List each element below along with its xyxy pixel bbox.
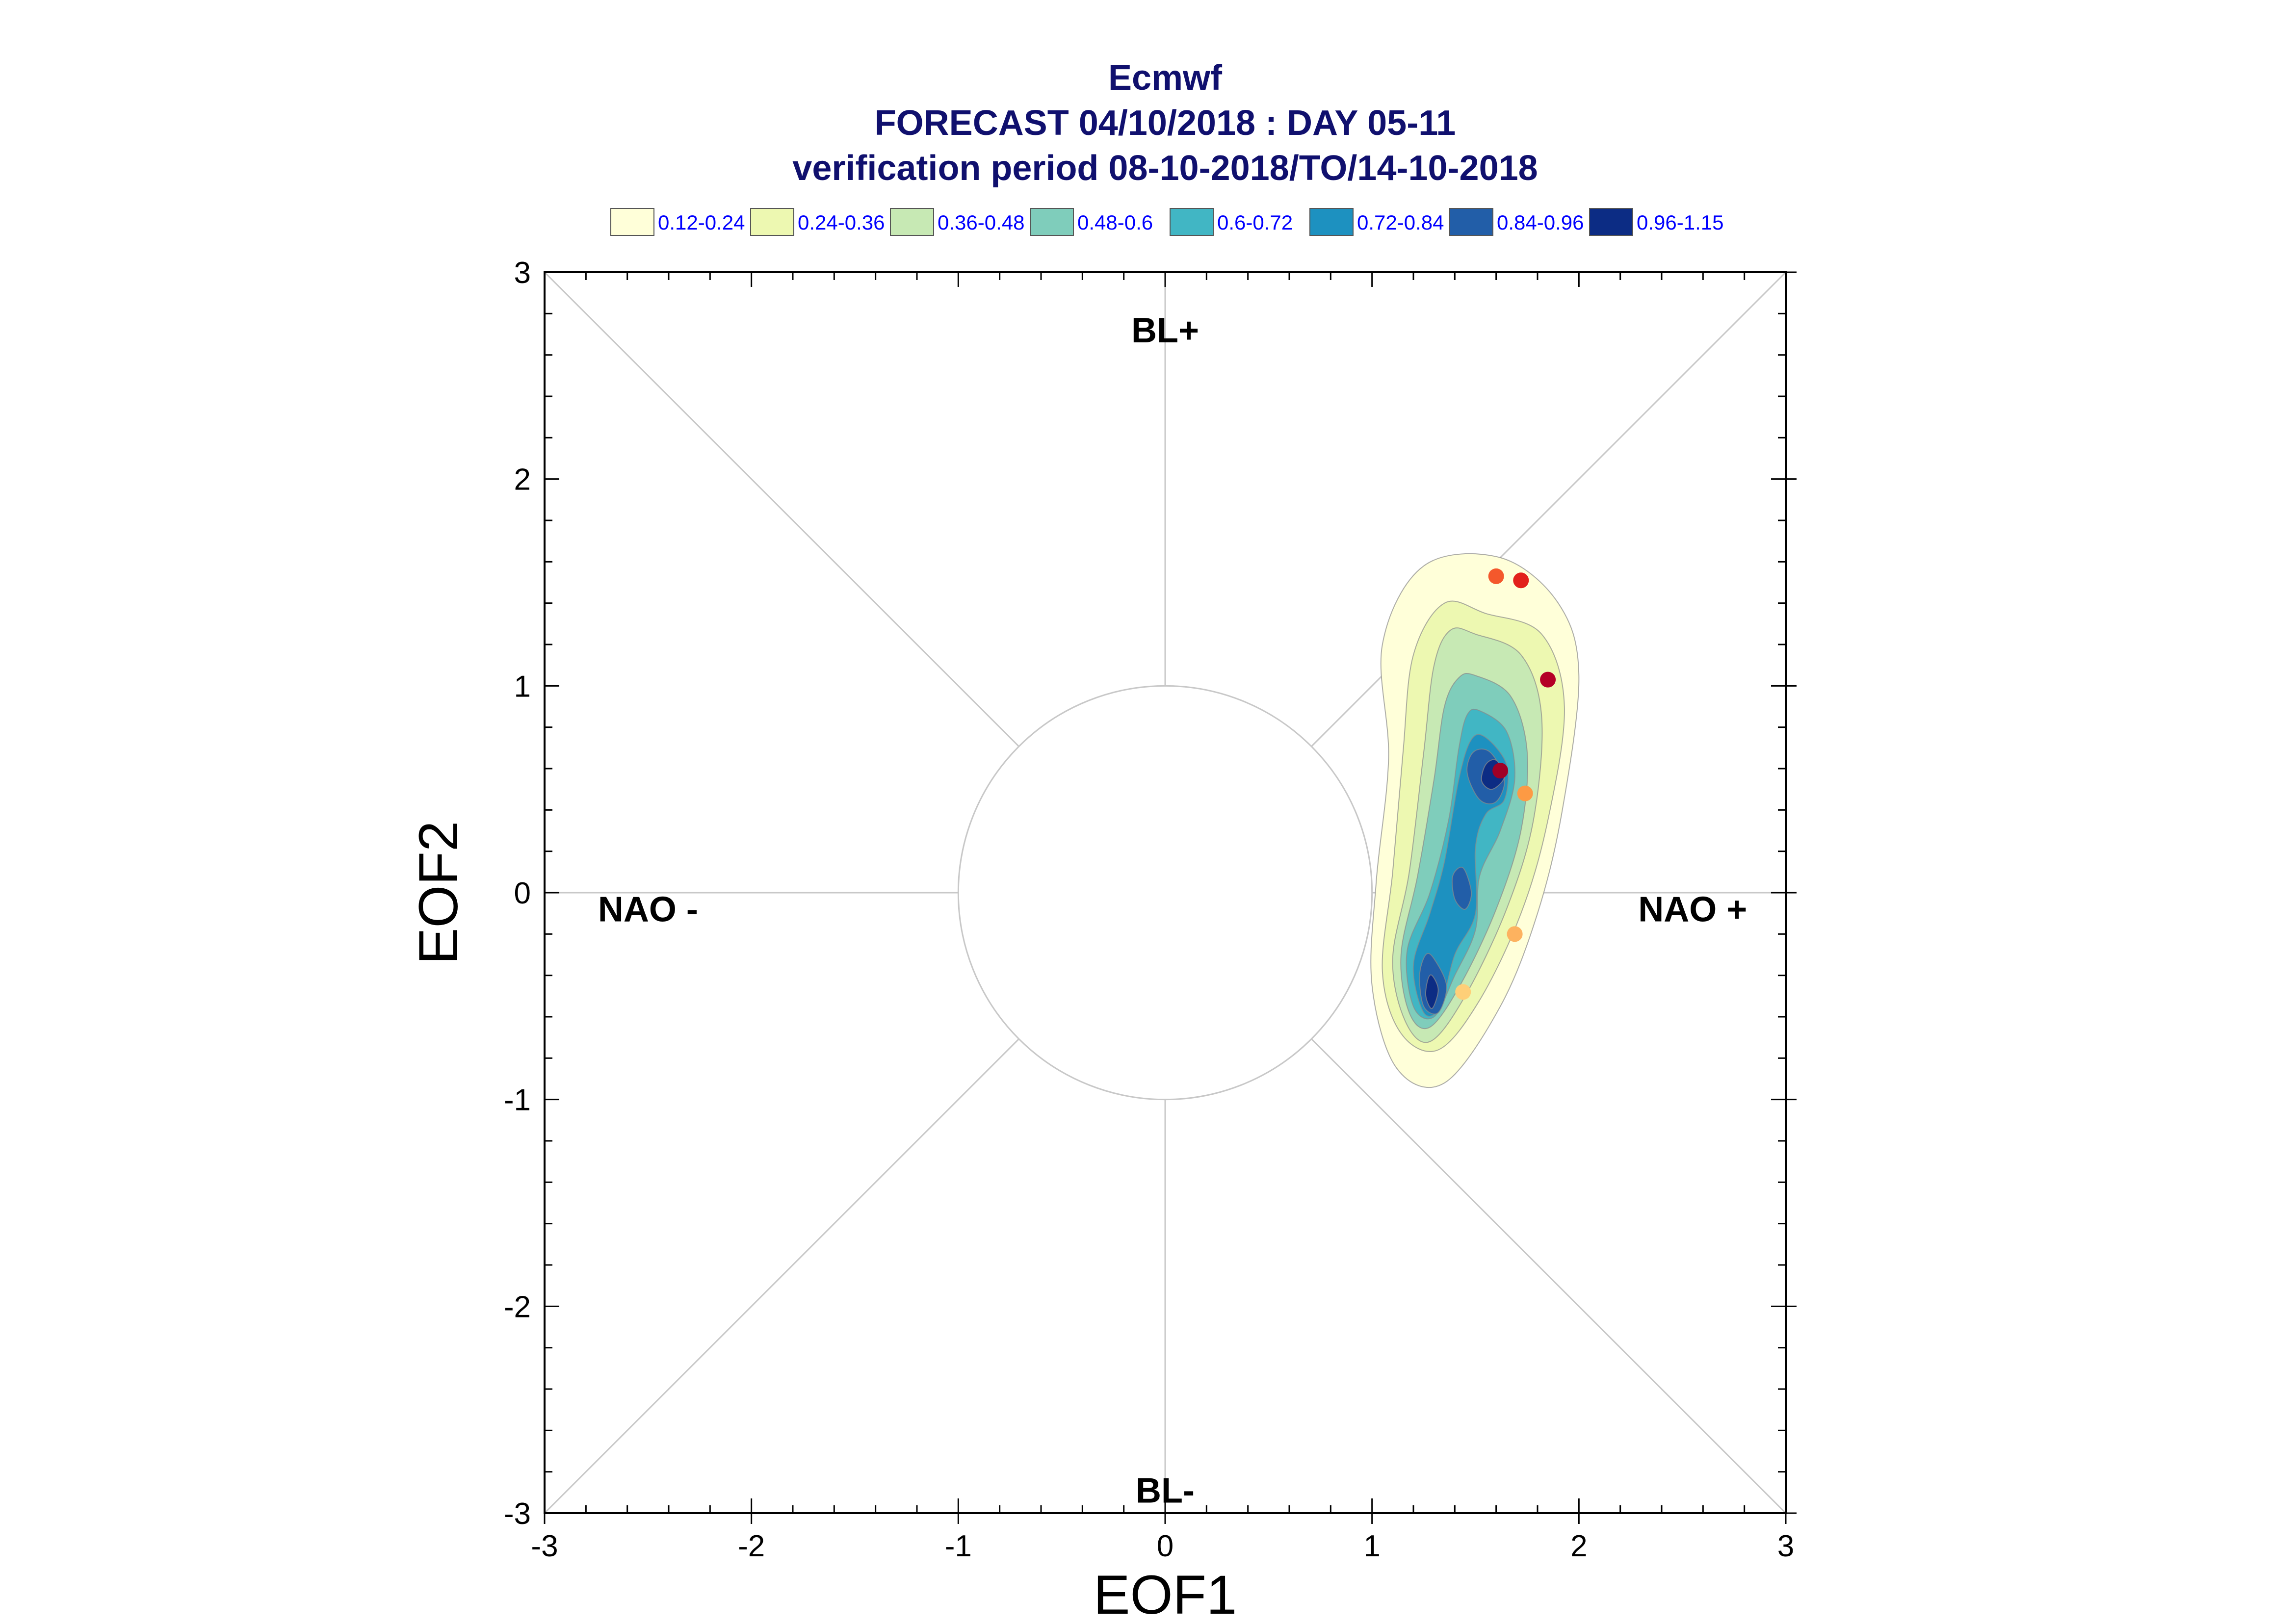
- density-contours: [1370, 553, 1580, 1088]
- legend-swatch: [1170, 208, 1214, 236]
- legend-label: 0.72-0.84: [1357, 211, 1444, 234]
- regime-label: NAO -: [598, 890, 698, 929]
- plot-area: BL+BL-NAO - NAO +: [544, 271, 1797, 1524]
- plot-frame: [544, 271, 1797, 1524]
- density-contour-7: [1425, 974, 1439, 1009]
- y-tick-label: -2: [504, 1290, 531, 1324]
- x-tick-label: 1: [1363, 1529, 1380, 1563]
- forecast-point: [1513, 572, 1529, 589]
- x-tick-label: 3: [1777, 1529, 1794, 1563]
- y-tick-label: -1: [504, 1083, 531, 1117]
- reference-circle: [957, 685, 1373, 1101]
- y-tick-label: -3: [504, 1497, 531, 1531]
- diagonal-line: [544, 1038, 1019, 1514]
- diagonal-line: [544, 271, 1019, 747]
- y-tick-label: 0: [514, 876, 531, 910]
- legend-label: 0.96-1.15: [1637, 211, 1723, 234]
- legend-swatch: [610, 208, 654, 236]
- x-tick-label: -2: [738, 1529, 765, 1563]
- diagonal-line: [1311, 1038, 1787, 1514]
- legend-swatch: [1030, 208, 1074, 236]
- title-line-2: FORECAST 04/10/2018 : DAY 05-11: [875, 103, 1456, 143]
- legend-label: 0.12-0.24: [658, 211, 745, 234]
- axes: -3 -2 -1 0 1 2 3 -3 -2 -1 0 1 2 3 EOF1 EOF2: [408, 256, 1794, 1624]
- density-contour-6: [1451, 867, 1472, 910]
- legend-label: 0.36-0.48: [938, 211, 1024, 234]
- x-tick-label: -3: [531, 1529, 558, 1563]
- legend-label: 0.24-0.36: [798, 211, 885, 234]
- legend-swatch: [1589, 208, 1633, 236]
- forecast-point: [1492, 763, 1509, 779]
- forecast-points: [1455, 568, 1556, 1000]
- legend-swatch: [1309, 208, 1354, 236]
- chart-title: Ecmwf FORECAST 04/10/2018 : DAY 05-11 ve…: [792, 58, 1538, 188]
- legend-swatch: [750, 208, 794, 236]
- title-line-3: verification period 08-10-2018/TO/14-10-…: [792, 149, 1538, 188]
- x-tick-label: 2: [1570, 1529, 1587, 1563]
- legend: 0.12-0.24 0.24-0.36 0.36-0.48 0.48-0.6 0.6-0…: [610, 208, 1723, 236]
- guide-lines: [544, 271, 1787, 1514]
- x-tick-label: -1: [945, 1529, 972, 1563]
- forecast-point: [1540, 671, 1556, 688]
- legend-label: 0.48-0.6: [1077, 211, 1153, 234]
- y-tick-label: 3: [514, 256, 531, 290]
- legend-label: 0.84-0.96: [1497, 211, 1584, 234]
- y-tick-label: 1: [514, 670, 531, 703]
- x-tick-labels: -3 -2 -1 0 1 2 3: [531, 1529, 1794, 1563]
- y-axis-title: EOF2: [408, 821, 469, 965]
- legend-swatch: [890, 208, 934, 236]
- y-tick-labels: -3 -2 -1 0 1 2 3: [504, 256, 531, 1531]
- legend-swatch: [1449, 208, 1493, 236]
- forecast-point: [1488, 568, 1504, 584]
- forecast-point: [1507, 926, 1523, 942]
- x-tick-label: 0: [1157, 1529, 1174, 1563]
- x-axis-title: EOF1: [1094, 1564, 1237, 1624]
- forecast-point: [1517, 785, 1533, 801]
- regime-label: NAO +: [1638, 890, 1747, 929]
- legend-label: 0.6-0.72: [1217, 211, 1293, 234]
- forecast-point: [1455, 984, 1471, 1000]
- y-tick-label: 2: [514, 463, 531, 497]
- regime-label: BL+: [1131, 311, 1199, 350]
- title-line-1: Ecmwf: [1108, 58, 1223, 98]
